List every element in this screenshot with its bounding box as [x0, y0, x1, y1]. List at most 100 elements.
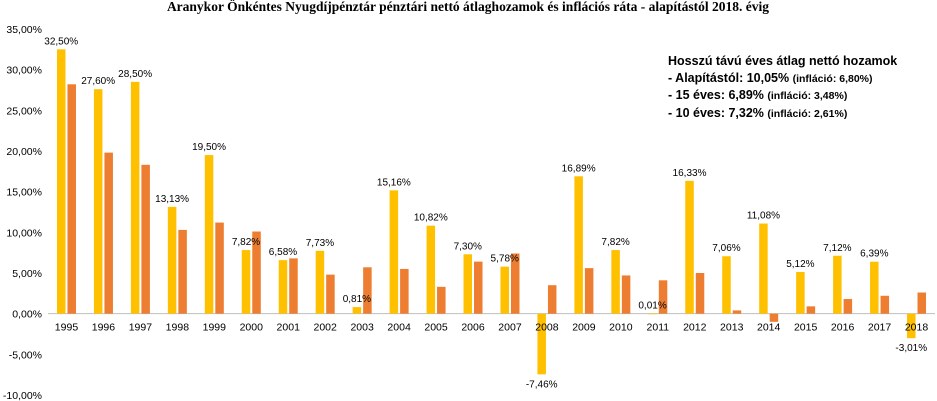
bar-yield [352, 307, 362, 314]
y-axis: -10,00% -5,00% 0,00% 5,00% 10,00% 15,00% 20,00… [3, 24, 42, 401]
x-tick-label: 2005 [424, 322, 448, 334]
bar-inflation [843, 299, 853, 314]
bar-inflation [252, 231, 261, 314]
bar-inflation [400, 268, 409, 314]
bar-yield [315, 250, 325, 314]
bar-inflation [806, 306, 816, 314]
data-label: -7,46% [526, 379, 558, 390]
bar-inflation [67, 84, 76, 314]
data-label: 7,12% [823, 243, 851, 254]
bar-inflation [104, 152, 113, 314]
bar-yield [907, 313, 916, 339]
bar-yield [796, 272, 805, 314]
data-label: 7,73% [306, 238, 334, 249]
data-labels: 32,50% 27,60%28,50% 13,13% 19,50% 7,82% 6,58%… [44, 36, 927, 390]
bar-inflation [437, 286, 446, 314]
bar-inflation [732, 310, 742, 314]
x-tick-label: 2014 [757, 322, 781, 334]
annotation-line: - 10 éves: 7,32% (infláció: 2,61%) [668, 106, 847, 120]
y-tick-label: 25,00% [6, 105, 42, 117]
bar-inflation [880, 295, 890, 314]
data-label: 0,81% [343, 294, 371, 305]
bar-yield [463, 254, 473, 314]
data-label: -3,01% [895, 343, 927, 354]
data-label: 16,33% [673, 168, 707, 179]
x-tick-label: 2018 [905, 322, 929, 334]
x-tick-label: 1998 [166, 322, 190, 334]
bar-inflation [289, 258, 298, 314]
bar-yield [870, 261, 879, 314]
bar-yield [56, 49, 66, 314]
annotation-box: Hosszú távú éves átlag nettó hozamok - A… [668, 54, 897, 120]
x-tick-label: 2009 [572, 322, 596, 334]
data-label: 15,16% [377, 177, 411, 188]
y-tick-label: -5,00% [9, 349, 42, 361]
bar-inflation [510, 253, 520, 314]
data-label: 10,82% [414, 213, 448, 224]
bars [56, 49, 927, 375]
data-label: 28,50% [118, 69, 152, 80]
data-label: 32,50% [44, 36, 78, 47]
y-tick-label: 10,00% [6, 227, 42, 239]
bar-inflation [547, 285, 557, 314]
bar-yield [204, 155, 214, 314]
data-label: 6,39% [860, 249, 888, 260]
data-label: 5,78% [491, 254, 519, 265]
bar-yield [722, 256, 731, 314]
bar-yield [574, 176, 583, 314]
bar-inflation [584, 268, 594, 314]
x-tick-label: 2015 [794, 322, 818, 334]
bar-yield [130, 81, 140, 314]
bar-yield [426, 225, 436, 314]
bar-inflation [215, 222, 224, 314]
x-tick-label: 1997 [129, 322, 153, 334]
bar-yield [833, 255, 842, 314]
bar-yield [685, 180, 694, 314]
x-tick-label: 2013 [720, 322, 744, 334]
bar-yield [167, 206, 177, 314]
x-tick-label: 2016 [831, 322, 855, 334]
bar-inflation [141, 164, 150, 314]
bar-inflation [621, 275, 631, 314]
bar-yield [93, 89, 103, 314]
data-label: 7,30% [454, 241, 482, 252]
data-label: 7,82% [232, 237, 260, 248]
bar-yield [759, 223, 768, 314]
data-label: 13,13% [155, 194, 189, 205]
bar-inflation [178, 229, 187, 314]
bar-inflation [658, 280, 668, 314]
bar-yield [389, 190, 399, 314]
bar-inflation [363, 267, 372, 314]
data-label: 7,82% [601, 237, 629, 248]
data-label: 11,08% [747, 211, 780, 222]
x-tick-label: 2007 [498, 322, 522, 334]
x-tick-label: 2010 [609, 322, 633, 334]
y-tick-label: 0,00% [12, 309, 42, 321]
y-tick-label: 30,00% [6, 65, 42, 77]
bar-inflation [326, 274, 335, 314]
x-tick-label: 1999 [203, 322, 227, 334]
x-tick-label: 1995 [55, 322, 79, 334]
data-label: 5,12% [786, 259, 814, 270]
x-tick-label: 2003 [350, 322, 374, 334]
data-label: 0,01% [638, 301, 666, 312]
bar-yield [648, 313, 657, 315]
x-tick-label: 2002 [314, 322, 338, 334]
chart-title: Aranykor Önkéntes Nyugdíjpénztár pénztár… [167, 0, 769, 14]
x-tick-label: 2017 [868, 322, 892, 334]
annotation-title: Hosszú távú éves átlag nettó hozamok [668, 54, 897, 68]
data-label: 19,50% [192, 142, 226, 153]
y-tick-label: 15,00% [6, 187, 42, 199]
x-tick-label: 2000 [240, 322, 264, 334]
data-label: 6,58% [269, 247, 297, 258]
x-tick-label: 2008 [535, 322, 559, 334]
data-label: 7,06% [712, 243, 740, 254]
y-tick-label: 20,00% [6, 146, 42, 158]
data-label: 16,89% [562, 163, 596, 174]
data-label: 27,60% [81, 76, 115, 87]
bar-inflation [474, 261, 483, 314]
y-tick-label: 5,00% [12, 268, 42, 280]
bar-yield [611, 250, 620, 314]
annotation-line: - 15 éves: 6,89% (infláció: 3,48%) [668, 88, 847, 102]
